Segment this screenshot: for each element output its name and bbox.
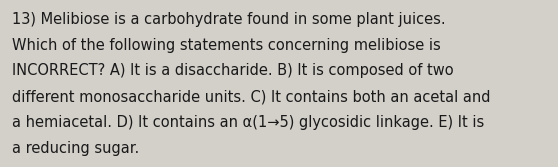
Text: 13) Melibiose is a carbohydrate found in some plant juices.: 13) Melibiose is a carbohydrate found in… [12,12,446,27]
Text: INCORRECT? A) It is a disaccharide. B) It is composed of two: INCORRECT? A) It is a disaccharide. B) I… [12,63,454,78]
Text: a hemiacetal. D) It contains an α(1→5) glycosidic linkage. E) It is: a hemiacetal. D) It contains an α(1→5) g… [12,115,484,130]
Text: Which of the following statements concerning melibiose is: Which of the following statements concer… [12,38,441,53]
Text: a reducing sugar.: a reducing sugar. [12,141,140,156]
Text: different monosaccharide units. C) It contains both an acetal and: different monosaccharide units. C) It co… [12,89,491,104]
